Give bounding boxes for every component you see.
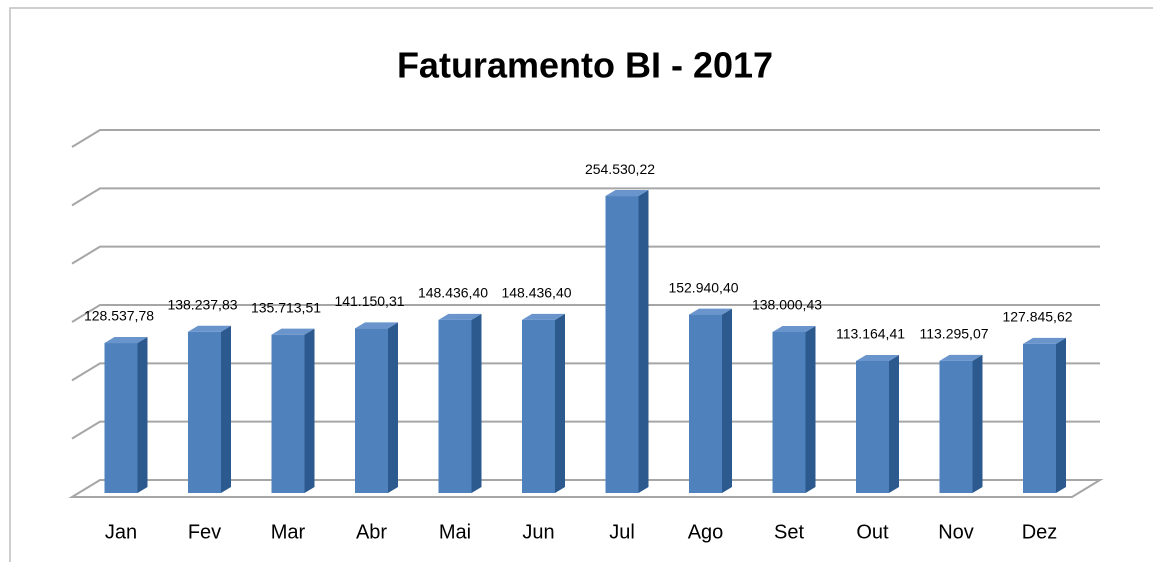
bar	[522, 313, 565, 493]
bar-top	[355, 322, 398, 329]
bar-top	[605, 190, 649, 197]
bar-top	[522, 313, 565, 320]
bar-side	[972, 354, 983, 493]
bar-top	[188, 325, 231, 332]
data-label: 128.537,78	[84, 308, 154, 324]
bar	[605, 190, 649, 493]
x-tick-label: Jan	[105, 521, 137, 543]
bar-side	[388, 322, 398, 493]
grid-line	[71, 420, 1100, 440]
bar	[939, 354, 983, 493]
bar-top	[1023, 337, 1066, 344]
bar-top	[271, 328, 315, 335]
bar-front	[522, 319, 555, 493]
data-label: 113.295,07	[919, 326, 988, 342]
bar-front	[605, 196, 639, 493]
x-tick-label: Dez	[1022, 521, 1058, 543]
bar-front	[939, 360, 973, 493]
bar-side	[555, 313, 565, 493]
bar-top	[104, 337, 148, 344]
bar	[188, 325, 231, 493]
bar	[271, 328, 315, 493]
grid-line	[71, 245, 1100, 265]
bar	[438, 313, 482, 493]
x-tick-label: Abr	[356, 521, 387, 543]
bar-side	[889, 354, 899, 493]
data-label: 138.237,83	[167, 296, 237, 312]
bar	[1023, 337, 1066, 493]
bar-side	[805, 325, 816, 493]
grid-line	[71, 187, 1100, 207]
bar-side	[137, 337, 148, 493]
bar-front	[104, 343, 138, 493]
bar-front	[1023, 343, 1056, 493]
data-label: 148.436,40	[418, 285, 488, 301]
bar-top	[772, 325, 816, 332]
x-tick-label: Out	[856, 521, 889, 543]
chart-title: Faturamento BI - 2017	[397, 45, 773, 86]
chart-border	[9, 7, 1153, 562]
bar-front	[772, 331, 806, 493]
bar-front	[188, 331, 221, 493]
grid-line	[68, 479, 1104, 498]
bar-front	[856, 360, 889, 493]
bar-front	[355, 328, 388, 493]
bar-top	[856, 354, 899, 361]
x-tick-label: Nov	[938, 521, 974, 543]
bar-side	[221, 325, 231, 493]
data-label: 141.150,31	[334, 293, 404, 309]
bar-front	[271, 334, 305, 493]
bar	[689, 308, 732, 493]
x-tick-label: Fev	[188, 521, 221, 543]
x-tick-label: Jun	[522, 521, 554, 543]
x-tick-label: Mar	[271, 521, 306, 543]
bar	[104, 337, 148, 493]
x-tick-label: Set	[774, 521, 804, 543]
x-tick-label: Mai	[439, 521, 471, 543]
bar-side	[471, 313, 482, 493]
bar	[772, 325, 816, 493]
x-tick-label: Jul	[609, 521, 635, 543]
bar	[355, 322, 398, 493]
grid-line	[71, 304, 1100, 323]
data-label: 152.940,40	[668, 279, 738, 295]
bar-side	[1056, 337, 1066, 493]
grid-line	[71, 362, 1100, 382]
bar-side	[638, 190, 649, 493]
data-label: 113.164,41	[836, 326, 905, 342]
bar-top	[689, 308, 732, 315]
data-label: 254.530,22	[585, 161, 655, 177]
bar-side	[722, 308, 732, 493]
data-label: 135.713,51	[251, 299, 321, 315]
bar-side	[304, 328, 315, 493]
data-label: 138.000,43	[752, 297, 822, 313]
bar	[856, 354, 899, 493]
x-tick-label: Ago	[688, 521, 724, 543]
data-label: 148.436,40	[501, 285, 571, 301]
bar-front	[689, 314, 722, 493]
data-label: 127.845,62	[1002, 309, 1072, 325]
bar-top	[939, 354, 983, 361]
bar-front	[438, 319, 472, 493]
grid-line	[71, 129, 1100, 148]
bar-top	[438, 313, 482, 320]
